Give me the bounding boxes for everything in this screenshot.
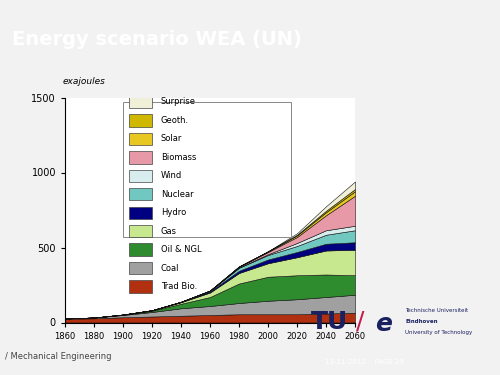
Text: Gas: Gas xyxy=(160,226,176,236)
Text: Geoth.: Geoth. xyxy=(160,116,189,125)
FancyBboxPatch shape xyxy=(129,96,152,108)
Text: Wind: Wind xyxy=(160,171,182,180)
Text: e: e xyxy=(374,312,392,336)
Text: Surprise: Surprise xyxy=(160,98,196,106)
FancyBboxPatch shape xyxy=(129,188,152,200)
Text: Hydro: Hydro xyxy=(160,208,186,217)
Polygon shape xyxy=(410,0,500,77)
Text: University of Technology: University of Technology xyxy=(405,330,472,335)
FancyBboxPatch shape xyxy=(129,151,152,164)
Text: Biomass: Biomass xyxy=(160,153,196,162)
Text: Trad Bio.: Trad Bio. xyxy=(160,282,197,291)
Text: 13-11-2012    PAGE 29: 13-11-2012 PAGE 29 xyxy=(325,359,404,365)
Text: exajoules: exajoules xyxy=(62,77,105,86)
FancyBboxPatch shape xyxy=(129,262,152,274)
Text: Oil & NGL: Oil & NGL xyxy=(160,245,202,254)
Text: Coal: Coal xyxy=(160,264,179,273)
FancyBboxPatch shape xyxy=(129,170,152,182)
FancyBboxPatch shape xyxy=(129,225,152,237)
FancyBboxPatch shape xyxy=(129,207,152,219)
Text: / Mechanical Engineering: / Mechanical Engineering xyxy=(5,352,112,361)
FancyBboxPatch shape xyxy=(129,133,152,145)
FancyBboxPatch shape xyxy=(129,280,152,293)
Text: /: / xyxy=(356,310,364,334)
Text: Solar: Solar xyxy=(160,134,182,143)
FancyBboxPatch shape xyxy=(123,102,291,237)
Text: Energy scenario WEA (UN): Energy scenario WEA (UN) xyxy=(12,30,302,50)
FancyBboxPatch shape xyxy=(129,243,152,256)
Text: TU: TU xyxy=(311,310,348,334)
Text: Eindhoven: Eindhoven xyxy=(405,319,438,324)
Text: Technische Universiteit: Technische Universiteit xyxy=(405,308,468,313)
Text: Nuclear: Nuclear xyxy=(160,190,194,199)
FancyBboxPatch shape xyxy=(129,114,152,127)
